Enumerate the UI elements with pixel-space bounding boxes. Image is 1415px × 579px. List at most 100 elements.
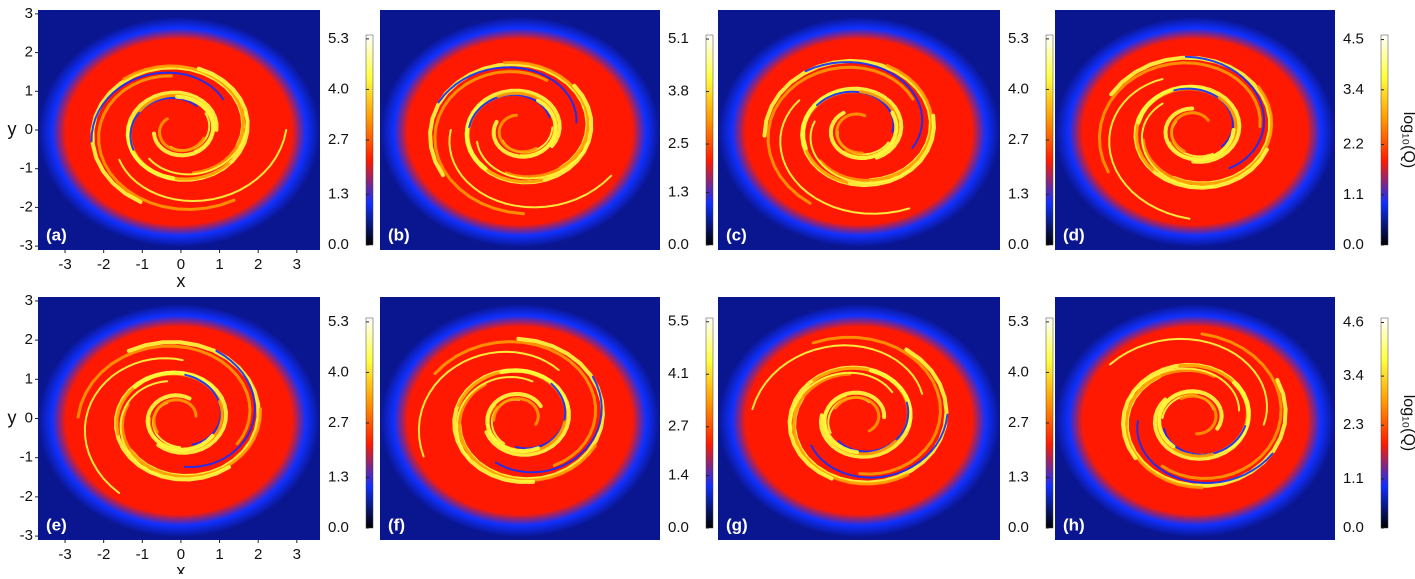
colorbar-tick-label: 4.5	[1343, 31, 1364, 48]
filament	[1124, 368, 1216, 490]
filament	[1097, 61, 1262, 174]
colorbar-tick-label: 3.8	[668, 83, 689, 100]
x-tick-label: 2	[254, 546, 262, 563]
y-tick-label: 0	[25, 121, 33, 138]
colorbar-tick-label: 5.1	[668, 30, 689, 47]
filament	[118, 129, 288, 203]
colorbar-tick-label: 3.4	[1343, 367, 1364, 384]
filament	[132, 370, 229, 455]
filament	[789, 371, 894, 432]
colorbar-tick-label: 1.3	[1008, 468, 1029, 485]
colorbar-tick-label: 2.2	[1343, 136, 1364, 153]
colorbar-tick-label: 2.5	[668, 135, 689, 152]
colorbar-tick-label: 0.0	[1343, 236, 1364, 253]
colorbar-tick-label: 1.4	[668, 466, 689, 483]
heatmap-image	[1055, 10, 1335, 250]
colorbar-tick-label: 1.3	[328, 185, 349, 202]
filament	[818, 368, 913, 459]
x-tick-label: 3	[293, 256, 301, 273]
filament	[145, 393, 215, 452]
filament	[125, 90, 219, 181]
filament	[1128, 367, 1241, 412]
x-tick-label: 1	[215, 256, 223, 273]
panel-label: (c)	[726, 225, 747, 244]
panel-label: (b)	[388, 225, 410, 244]
colorbar-tick-label: 0.0	[1008, 519, 1029, 536]
heatmap-image	[1055, 297, 1335, 540]
x-tick-label: 2	[254, 256, 262, 273]
panel-label: (h)	[1063, 515, 1085, 534]
x-tick-label: 1	[215, 546, 223, 563]
filament	[448, 129, 613, 209]
x-axis-title: x	[176, 561, 185, 574]
y-tick-label: 2	[25, 331, 33, 348]
x-tick-label: -2	[97, 256, 110, 273]
panel-label: (a)	[46, 225, 67, 244]
filament	[90, 71, 225, 143]
x-tick-label: 3	[293, 546, 301, 563]
colorbar-tick-label: 5.5	[668, 313, 689, 330]
heatmap-image	[718, 10, 1000, 250]
filament	[119, 380, 169, 477]
filament	[184, 349, 257, 469]
y-tick-label: -3	[20, 237, 33, 254]
filament	[766, 65, 915, 205]
filament	[779, 99, 911, 215]
core	[1083, 38, 1307, 226]
filament	[810, 413, 949, 479]
filament	[1140, 102, 1214, 189]
y-tick-label: 3	[25, 5, 33, 22]
colorbar-tick-label: 1.3	[328, 468, 349, 485]
filament	[491, 98, 558, 159]
y-tick-label: -2	[20, 488, 33, 505]
filament	[476, 140, 589, 180]
colorbar	[1380, 34, 1389, 246]
colorbar-tick-label: 4.0	[1008, 363, 1029, 380]
y-tick-label: -3	[20, 527, 33, 544]
filament	[157, 117, 206, 153]
filament	[76, 344, 252, 446]
colorbar-tick-label: 5.3	[328, 30, 349, 47]
colorbar-tick-label: 2.7	[328, 131, 349, 148]
filament	[751, 344, 924, 411]
filament	[497, 113, 538, 154]
filament	[120, 402, 262, 479]
filament	[494, 375, 603, 474]
colorbar-tick-label: 0.0	[1343, 519, 1364, 536]
colorbar-tick-label: 4.0	[328, 80, 349, 97]
filament	[492, 397, 540, 426]
colorbar-tick-label: 4.6	[1343, 313, 1364, 330]
colorbar-tick-label: 0.0	[328, 519, 349, 536]
filament	[148, 110, 248, 176]
filament	[809, 120, 911, 184]
colorbar-tick-label: 0.0	[328, 236, 349, 253]
heatmap-image	[38, 10, 320, 250]
core	[1083, 325, 1307, 516]
panel-label: (e)	[46, 515, 67, 534]
filament	[433, 70, 549, 216]
colorbar-tick-label: 3.4	[1343, 81, 1364, 98]
filament	[83, 357, 184, 494]
colorbar-tick-label: 5.3	[1008, 313, 1029, 330]
colorbar	[1380, 317, 1389, 529]
filament	[122, 64, 245, 175]
y-tick-label: -1	[20, 449, 33, 466]
filament	[1157, 389, 1224, 449]
colorbar-tick-label: 2.7	[1008, 414, 1029, 431]
colorbar-tick-label: 0.0	[668, 236, 689, 253]
filament	[828, 110, 899, 160]
filament	[484, 368, 571, 457]
heatmap-image	[718, 297, 1000, 540]
filament	[1184, 55, 1266, 170]
y-axis-title: y	[8, 407, 17, 427]
y-tick-label: -1	[20, 160, 33, 177]
x-tick-label: 0	[177, 256, 185, 273]
filament	[1141, 85, 1274, 186]
colorbar-label: log₁₀(Q)	[1400, 395, 1415, 452]
filament	[822, 390, 887, 455]
colorbar-tick-label: 4.0	[328, 363, 349, 380]
x-tick-label: -1	[136, 256, 149, 273]
filament	[811, 335, 943, 476]
filament	[792, 372, 909, 486]
